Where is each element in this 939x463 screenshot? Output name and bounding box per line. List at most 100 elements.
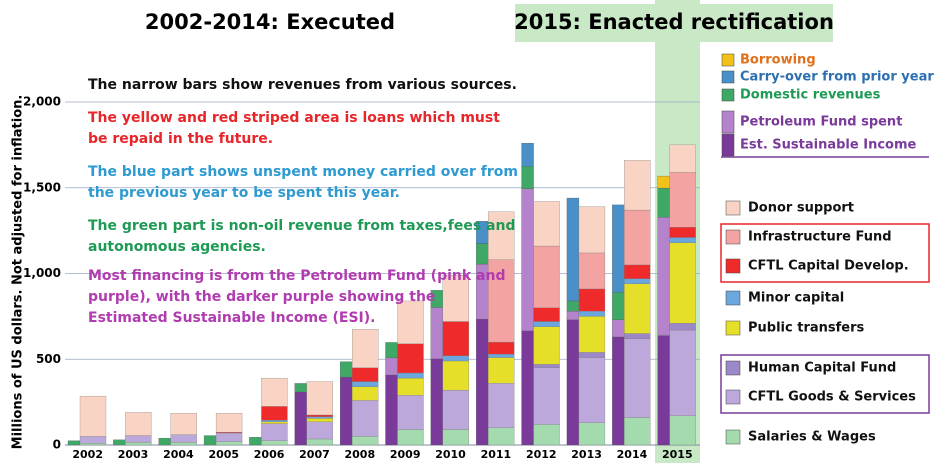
legend-label: Petroleum Fund spent — [740, 115, 902, 130]
expenditure-bar — [578, 206, 606, 254]
x-tick-label: 2014 — [617, 448, 648, 461]
expenditure-bar — [488, 341, 515, 355]
expenditure-bar — [624, 333, 651, 339]
expenditure-bar — [488, 427, 515, 446]
expenditure-bar — [79, 443, 107, 446]
expenditure-bar — [578, 357, 606, 423]
expenditure-bar — [79, 395, 107, 437]
legend-swatch — [725, 229, 741, 245]
expenditure-bar — [215, 432, 243, 442]
x-tick-label: 2012 — [526, 448, 557, 461]
legend-group-box — [720, 223, 930, 283]
expenditure-bar — [215, 413, 243, 433]
expenditure-bar — [533, 424, 560, 446]
expenditure-bar — [306, 414, 333, 417]
expenditure-bar — [215, 441, 243, 446]
annotation: The blue part shows unspent money carrie… — [88, 164, 518, 201]
y-tick-label: 1,500 — [23, 180, 61, 194]
expenditure-bar — [261, 419, 288, 422]
revenue-bar — [430, 358, 444, 446]
chart-subtitle: 2015: Enacted rectification — [514, 10, 834, 34]
x-tick-label: 2007 — [299, 448, 330, 461]
expenditure-bar — [351, 400, 379, 437]
revenue-bar — [158, 437, 171, 446]
expenditure-bar — [351, 329, 379, 368]
annotation: The yellow and red striped area is loans… — [88, 110, 500, 147]
x-tick-label: 2013 — [571, 448, 602, 461]
revenue-bar — [339, 376, 353, 446]
revenue-bar — [521, 166, 534, 189]
legend-swatch — [721, 133, 735, 157]
expenditure-bar — [397, 372, 424, 379]
legend-label: Donor support — [748, 201, 854, 216]
expenditure-bar — [624, 209, 651, 266]
y-tick-label: 1,000 — [23, 266, 61, 280]
expenditure-bar — [578, 316, 606, 353]
revenue-bar — [657, 217, 670, 336]
expenditure-bar — [351, 436, 379, 446]
expenditure-bar — [533, 326, 560, 365]
expenditure-bar — [578, 252, 606, 290]
expenditure-bar — [442, 389, 470, 430]
y-axis-label: Millions of US dollars. Not adjusted for… — [11, 95, 26, 450]
annotation: The green part is non-oil revenue from t… — [88, 218, 516, 255]
legend-label: Borrowing — [740, 53, 816, 68]
expenditure-bar — [351, 386, 379, 401]
expenditure-bar — [578, 288, 606, 312]
legend-swatch — [721, 88, 735, 102]
legend-swatch — [721, 70, 735, 84]
expenditure-bar — [306, 421, 333, 440]
legend-label: CFTL Goods & Services — [748, 390, 916, 405]
revenue-bar — [657, 335, 670, 446]
expenditure-bar — [624, 264, 651, 279]
x-tick-label: 2010 — [435, 448, 466, 461]
legend-swatch — [725, 389, 741, 405]
expenditure-bar — [624, 278, 651, 284]
expenditure-bar — [261, 406, 288, 421]
legend-label: Public transfers — [748, 321, 865, 336]
x-tick-label: 2006 — [254, 448, 285, 461]
revenue-bar — [612, 319, 625, 338]
legend-swatch — [721, 53, 735, 67]
expenditure-bar — [170, 442, 197, 446]
expenditure-bar — [669, 329, 696, 416]
expenditure-bar — [669, 415, 696, 446]
chart-title: 2002-2014: Executed — [145, 10, 395, 34]
revenue-bar — [249, 437, 262, 446]
expenditure-bar — [669, 237, 696, 243]
legend-label: Minor capital — [748, 291, 844, 306]
expenditure-bar — [533, 245, 560, 308]
expenditure-bar — [533, 364, 560, 368]
expenditure-bar — [125, 442, 152, 446]
legend-swatch — [725, 320, 741, 336]
expenditure-bar — [533, 201, 560, 247]
revenue-bar — [566, 300, 580, 312]
x-tick-label: 2004 — [163, 448, 194, 461]
expenditure-bar — [397, 377, 424, 396]
legend-label: Est. Sustainable Income — [740, 138, 917, 153]
expenditure-bar — [351, 381, 379, 387]
revenue-bar — [521, 330, 534, 446]
expenditure-bar — [442, 360, 470, 391]
revenue-bar — [566, 311, 580, 320]
expenditure-bar — [442, 275, 470, 322]
expenditure-bar — [261, 421, 288, 424]
expenditure-bar — [669, 227, 696, 238]
expenditure-bar — [170, 434, 197, 443]
revenue-bar — [521, 188, 534, 332]
expenditure-bar — [306, 438, 333, 446]
revenue-bar — [385, 357, 398, 376]
legend-swatch — [725, 360, 741, 376]
revenue-bar — [476, 318, 489, 446]
expenditure-bar — [488, 353, 515, 358]
legend-label: Human Capital Fund — [748, 361, 896, 376]
legend-swatch — [725, 290, 741, 306]
expenditure-bar — [397, 300, 424, 344]
legend-label: Salaries & Wages — [748, 430, 876, 445]
revenue-bar — [113, 439, 126, 446]
x-tick-label: 2003 — [118, 448, 149, 461]
x-tick-label: 2008 — [345, 448, 376, 461]
expenditure-bar — [306, 418, 333, 422]
legend-label: Carry-over from prior year — [740, 70, 934, 85]
expenditure-bar — [533, 367, 560, 425]
